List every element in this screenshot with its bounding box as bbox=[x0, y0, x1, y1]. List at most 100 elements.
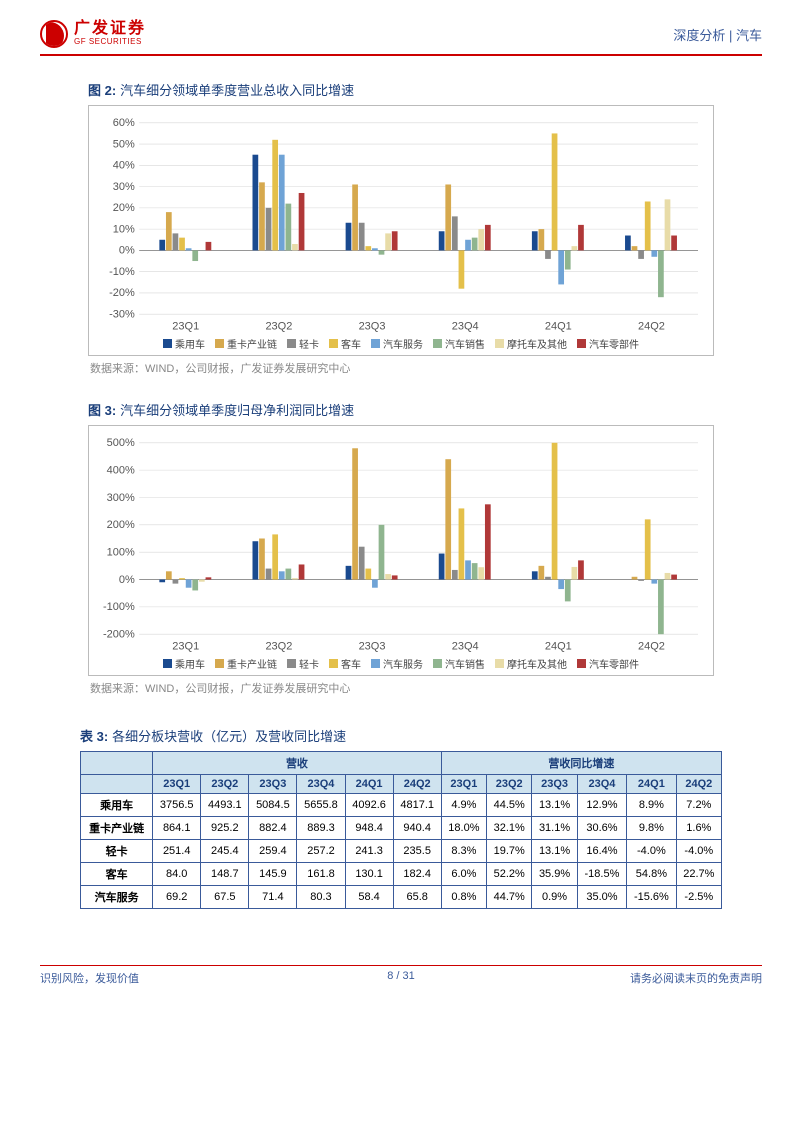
svg-text:-20%: -20% bbox=[109, 287, 135, 299]
table-cell: 13.1% bbox=[532, 840, 577, 863]
legend-item: 汽车服务 bbox=[371, 336, 423, 351]
table-cell: 16.4% bbox=[577, 840, 626, 863]
legend-item: 汽车销售 bbox=[433, 336, 485, 351]
table-cell: 35.0% bbox=[577, 886, 626, 909]
svg-text:50%: 50% bbox=[113, 138, 135, 150]
footer-left: 识别风险，发现价值 bbox=[40, 970, 139, 986]
table-cell: 948.4 bbox=[345, 817, 393, 840]
svg-text:30%: 30% bbox=[113, 181, 135, 193]
svg-text:300%: 300% bbox=[107, 492, 135, 504]
table-column-header: 23Q3 bbox=[249, 775, 297, 794]
svg-text:23Q1: 23Q1 bbox=[172, 321, 199, 333]
table-row-label: 汽车服务 bbox=[81, 886, 153, 909]
svg-text:10%: 10% bbox=[113, 223, 135, 235]
table-cell: 0.8% bbox=[441, 886, 486, 909]
svg-text:23Q3: 23Q3 bbox=[359, 641, 386, 653]
svg-text:23Q4: 23Q4 bbox=[452, 641, 479, 653]
legend-item: 摩托车及其他 bbox=[495, 336, 567, 351]
company-logo: 广发证券 GF SECURITIES bbox=[40, 20, 146, 48]
svg-text:23Q3: 23Q3 bbox=[359, 321, 386, 333]
table-cell: 19.7% bbox=[487, 840, 532, 863]
table-cell: 58.4 bbox=[345, 886, 393, 909]
table-cell: 864.1 bbox=[153, 817, 201, 840]
table-cell: 235.5 bbox=[393, 840, 441, 863]
table-group-header: 营收 bbox=[153, 752, 442, 775]
figure-2-legend: 乘用车重卡产业链轻卡客车汽车服务汽车销售摩托车及其他汽车零部件 bbox=[93, 336, 709, 351]
svg-text:100%: 100% bbox=[107, 546, 135, 558]
figure-3-container: -200%-100%0%100%200%300%400%500%23Q123Q2… bbox=[88, 425, 714, 676]
svg-text:0%: 0% bbox=[119, 574, 135, 586]
table-cell: -2.5% bbox=[676, 886, 721, 909]
legend-item: 轻卡 bbox=[287, 656, 319, 671]
table-cell: 6.0% bbox=[441, 863, 486, 886]
table-cell: 251.4 bbox=[153, 840, 201, 863]
table-cell: 3756.5 bbox=[153, 794, 201, 817]
svg-text:-10%: -10% bbox=[109, 266, 135, 278]
table-cell: -15.6% bbox=[627, 886, 676, 909]
table-group-header bbox=[81, 752, 153, 775]
svg-text:200%: 200% bbox=[107, 519, 135, 531]
svg-text:-100%: -100% bbox=[103, 601, 135, 613]
table-cell: 35.9% bbox=[532, 863, 577, 886]
table-cell: 4493.1 bbox=[201, 794, 249, 817]
legend-item: 摩托车及其他 bbox=[495, 656, 567, 671]
svg-text:23Q4: 23Q4 bbox=[452, 321, 479, 333]
svg-text:23Q1: 23Q1 bbox=[172, 641, 199, 653]
figure-3-block: 图 3:汽车细分领域单季度归母净利润同比增速 -200%-100%0%100%2… bbox=[88, 400, 714, 696]
table-cell: 18.0% bbox=[441, 817, 486, 840]
table-row-label: 轻卡 bbox=[81, 840, 153, 863]
table-row-label: 乘用车 bbox=[81, 794, 153, 817]
table-column-header: 23Q2 bbox=[487, 775, 532, 794]
table-cell: 30.6% bbox=[577, 817, 626, 840]
table-3: 营收营收同比增速23Q123Q223Q323Q424Q124Q223Q123Q2… bbox=[80, 751, 722, 909]
table-cell: 22.7% bbox=[676, 863, 721, 886]
table-group-header: 营收同比增速 bbox=[441, 752, 721, 775]
table-cell: 71.4 bbox=[249, 886, 297, 909]
svg-text:60%: 60% bbox=[113, 117, 135, 129]
legend-item: 乘用车 bbox=[163, 656, 205, 671]
svg-text:-200%: -200% bbox=[103, 629, 135, 641]
table-cell: 54.8% bbox=[627, 863, 676, 886]
table-row-label: 客车 bbox=[81, 863, 153, 886]
table-column-header: 23Q3 bbox=[532, 775, 577, 794]
table-row: 客车84.0148.7145.9161.8130.1182.46.0%52.2%… bbox=[81, 863, 722, 886]
table-cell: 882.4 bbox=[249, 817, 297, 840]
svg-text:24Q1: 24Q1 bbox=[545, 641, 572, 653]
table-cell: 32.1% bbox=[487, 817, 532, 840]
table-cell: 84.0 bbox=[153, 863, 201, 886]
table-cell: 1.6% bbox=[676, 817, 721, 840]
svg-text:-30%: -30% bbox=[109, 309, 135, 321]
table-column-header: 24Q2 bbox=[676, 775, 721, 794]
table-cell: 69.2 bbox=[153, 886, 201, 909]
table-column-header: 24Q1 bbox=[627, 775, 676, 794]
table-3-block: 表 3:各细分板块营收（亿元）及营收同比增速 营收营收同比增速23Q123Q22… bbox=[80, 726, 722, 909]
svg-text:23Q2: 23Q2 bbox=[265, 641, 292, 653]
table-cell: 925.2 bbox=[201, 817, 249, 840]
table-cell: 4092.6 bbox=[345, 794, 393, 817]
table-cell: 257.2 bbox=[297, 840, 345, 863]
table-cell: 13.1% bbox=[532, 794, 577, 817]
table-column-header: 23Q1 bbox=[153, 775, 201, 794]
table-cell: 241.3 bbox=[345, 840, 393, 863]
table-column-header: 23Q4 bbox=[577, 775, 626, 794]
legend-item: 重卡产业链 bbox=[215, 336, 277, 351]
logo-text-cn: 广发证券 bbox=[74, 21, 146, 38]
legend-item: 轻卡 bbox=[287, 336, 319, 351]
table-cell: 31.1% bbox=[532, 817, 577, 840]
table-row: 重卡产业链864.1925.2882.4889.3948.4940.418.0%… bbox=[81, 817, 722, 840]
footer-page-number: 8 / 31 bbox=[387, 970, 415, 982]
table-cell: 5655.8 bbox=[297, 794, 345, 817]
table-cell: 245.4 bbox=[201, 840, 249, 863]
legend-item: 汽车服务 bbox=[371, 656, 423, 671]
svg-text:0%: 0% bbox=[119, 245, 135, 257]
svg-text:24Q2: 24Q2 bbox=[638, 641, 665, 653]
svg-text:20%: 20% bbox=[113, 202, 135, 214]
table-cell: 67.5 bbox=[201, 886, 249, 909]
logo-text-en: GF SECURITIES bbox=[74, 38, 146, 46]
figure-3-source: 数据来源：WIND，公司财报，广发证券发展研究中心 bbox=[90, 680, 714, 696]
page-header: 广发证券 GF SECURITIES 深度分析 | 汽车 bbox=[40, 20, 762, 56]
legend-item: 汽车零部件 bbox=[577, 656, 639, 671]
legend-item: 汽车零部件 bbox=[577, 336, 639, 351]
table-cell: 259.4 bbox=[249, 840, 297, 863]
page-footer: 识别风险，发现价值 8 / 31 请务必阅读末页的免责声明 bbox=[40, 965, 762, 986]
